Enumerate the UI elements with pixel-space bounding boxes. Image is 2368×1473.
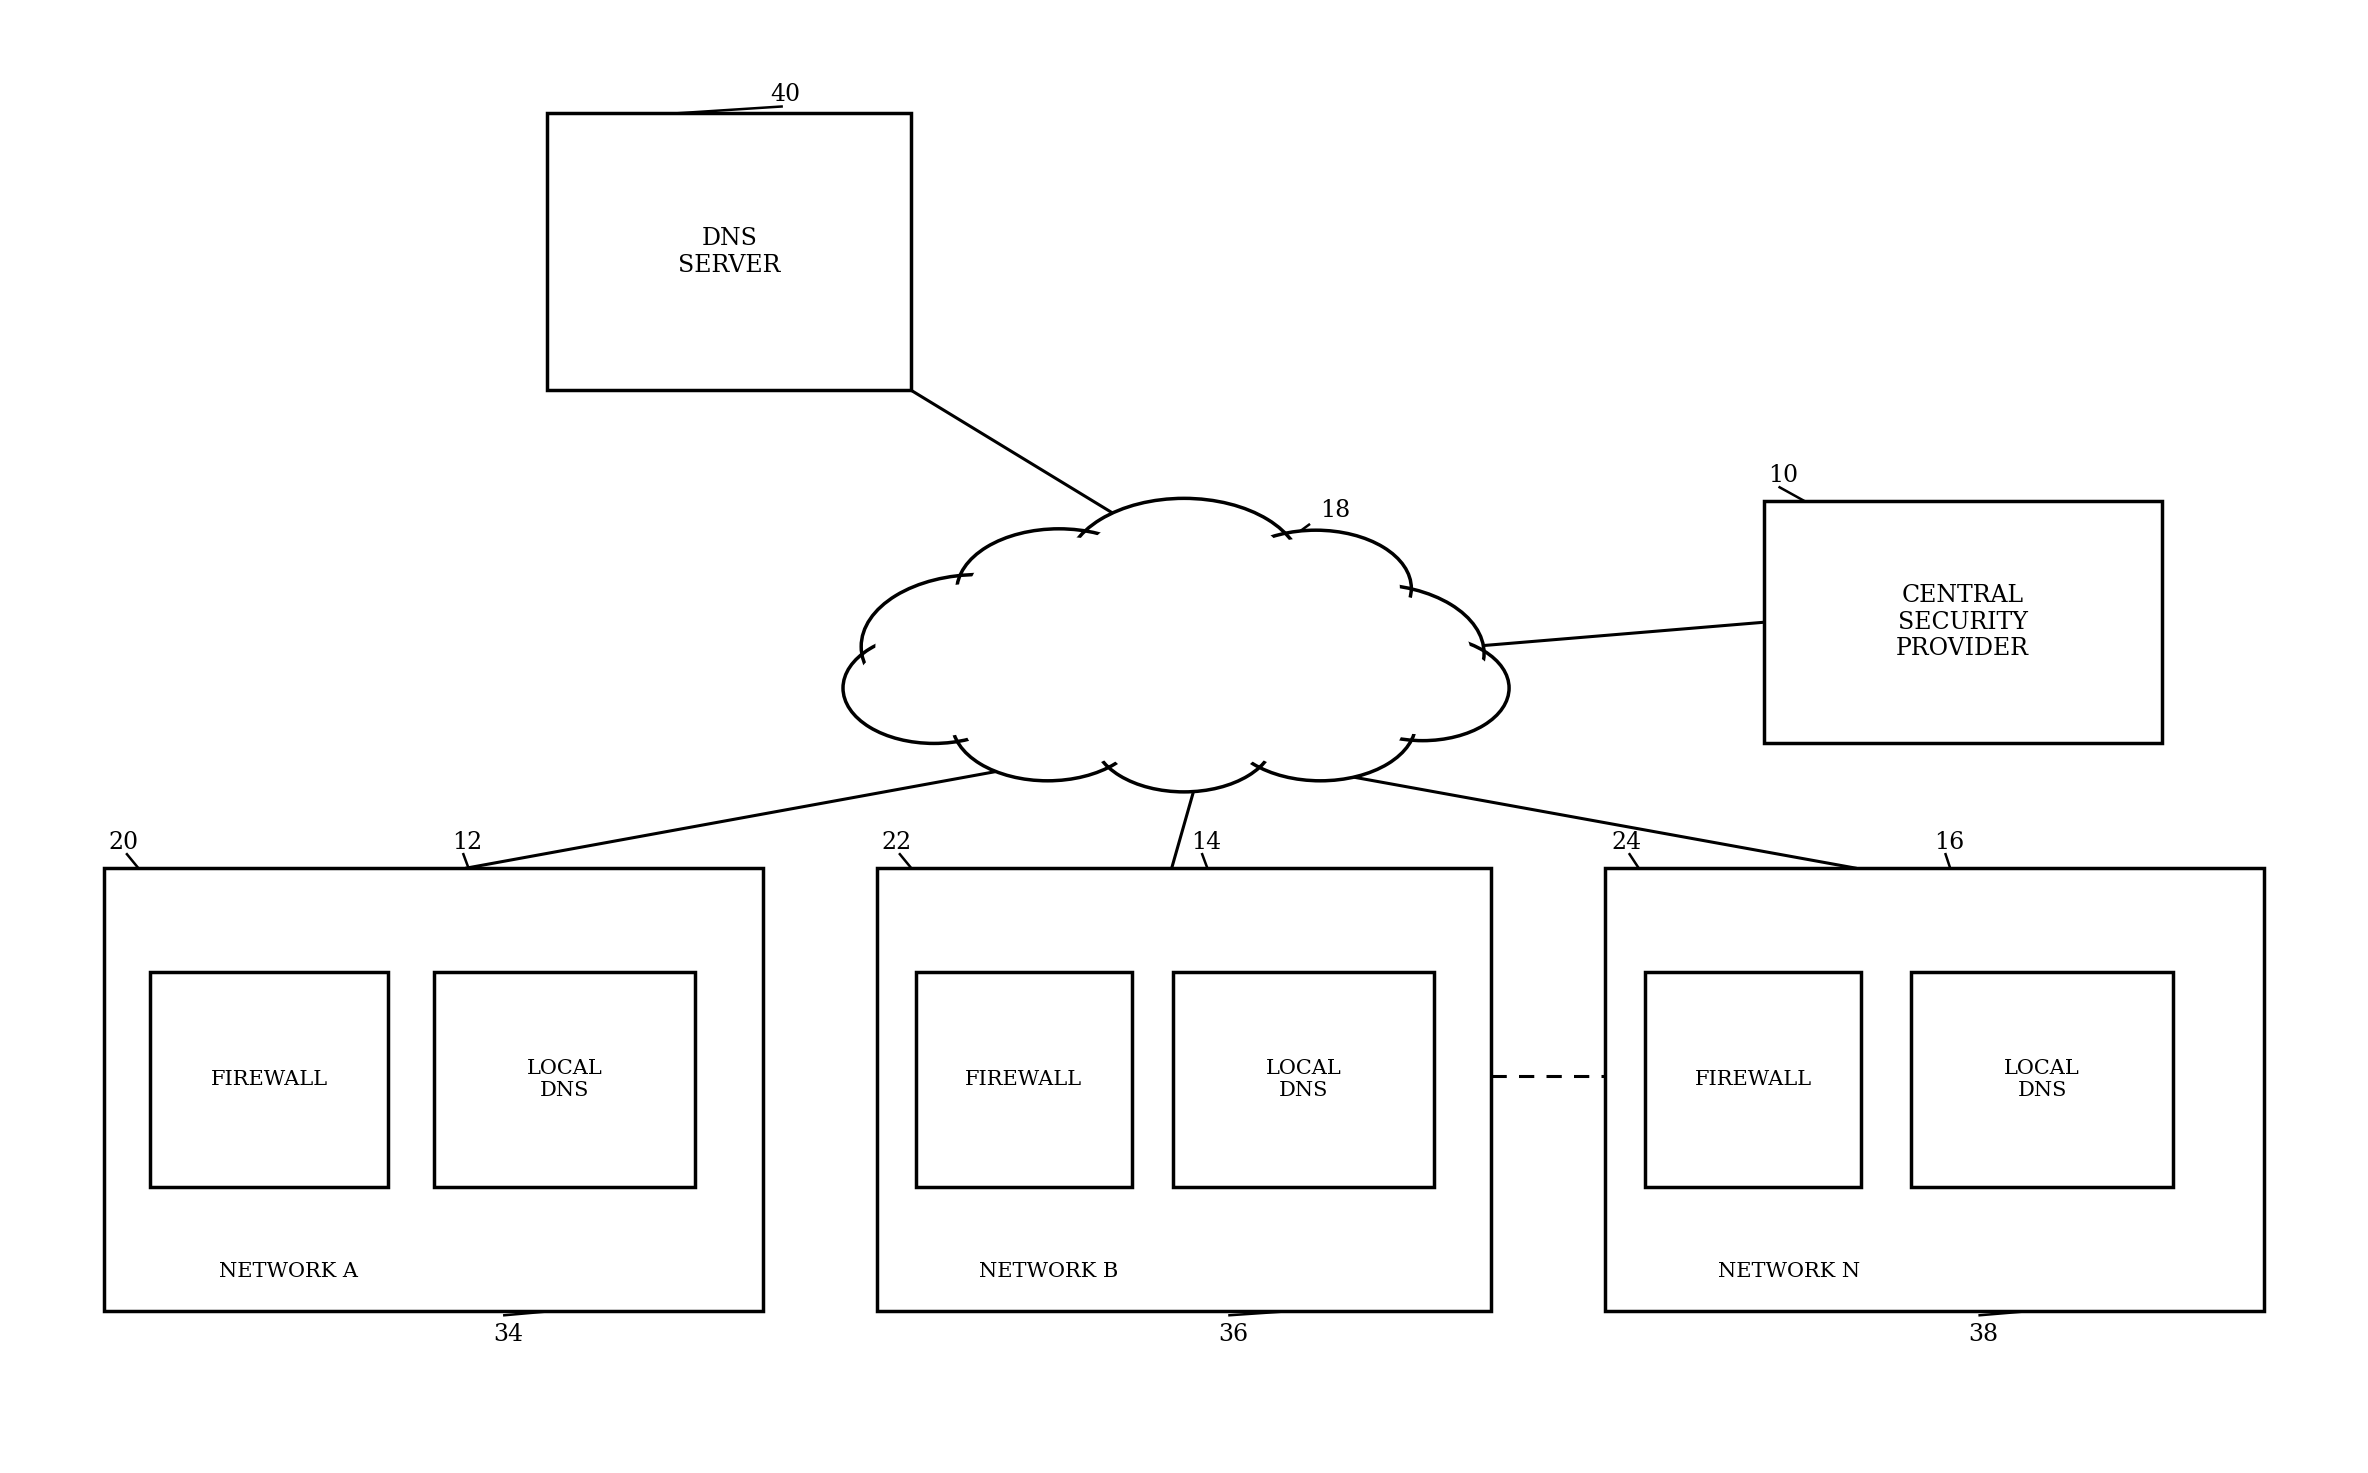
Text: 22: 22 <box>881 831 912 854</box>
FancyBboxPatch shape <box>876 868 1492 1311</box>
Text: 18: 18 <box>1321 499 1350 521</box>
Text: 40: 40 <box>770 84 800 106</box>
Text: 24: 24 <box>1610 831 1641 854</box>
Circle shape <box>1094 552 1366 719</box>
Circle shape <box>855 639 1014 736</box>
FancyBboxPatch shape <box>1172 972 1435 1187</box>
Text: INTERNET: INTERNET <box>1094 661 1253 688</box>
Text: FIREWALL: FIREWALL <box>966 1069 1082 1089</box>
Text: FIREWALL: FIREWALL <box>1695 1069 1812 1089</box>
Circle shape <box>1257 585 1485 723</box>
Text: 14: 14 <box>1191 831 1222 854</box>
Text: 36: 36 <box>1217 1323 1248 1346</box>
Circle shape <box>1231 538 1399 639</box>
Circle shape <box>1347 642 1499 735</box>
FancyBboxPatch shape <box>916 972 1132 1187</box>
Text: 38: 38 <box>1968 1323 1999 1346</box>
Circle shape <box>1224 664 1416 781</box>
Text: 10: 10 <box>1769 464 1797 488</box>
Circle shape <box>1111 563 1350 709</box>
Circle shape <box>1269 592 1471 714</box>
Circle shape <box>952 664 1144 781</box>
Circle shape <box>964 672 1132 773</box>
FancyBboxPatch shape <box>149 972 388 1187</box>
Circle shape <box>1066 498 1302 642</box>
Text: LOCAL
DNS: LOCAL DNS <box>2003 1059 2079 1100</box>
FancyBboxPatch shape <box>1911 972 2174 1187</box>
FancyBboxPatch shape <box>104 868 762 1311</box>
Circle shape <box>1080 507 1288 633</box>
Text: NETWORK B: NETWORK B <box>980 1262 1118 1280</box>
Text: 12: 12 <box>452 831 483 854</box>
Text: NETWORK A: NETWORK A <box>220 1262 358 1280</box>
Text: NETWORK N: NETWORK N <box>1719 1262 1861 1280</box>
FancyBboxPatch shape <box>433 972 696 1187</box>
Text: 16: 16 <box>1935 831 1965 854</box>
Text: DNS
SERVER: DNS SERVER <box>677 227 781 277</box>
FancyBboxPatch shape <box>1606 868 2264 1311</box>
Text: LOCAL
DNS: LOCAL DNS <box>526 1059 601 1100</box>
Text: CENTRAL
SECURITY
PROVIDER: CENTRAL SECURITY PROVIDER <box>1897 585 2029 660</box>
FancyBboxPatch shape <box>1764 501 2162 744</box>
Text: LOCAL
DNS: LOCAL DNS <box>1265 1059 1340 1100</box>
Text: 20: 20 <box>109 831 140 854</box>
Circle shape <box>876 583 1085 710</box>
Circle shape <box>1220 530 1411 647</box>
Circle shape <box>1103 688 1265 785</box>
Text: 34: 34 <box>493 1323 523 1346</box>
Circle shape <box>1336 635 1508 741</box>
Circle shape <box>969 536 1148 647</box>
Circle shape <box>1094 681 1274 792</box>
Circle shape <box>973 560 1212 706</box>
Circle shape <box>843 633 1025 744</box>
Circle shape <box>957 549 1229 716</box>
FancyBboxPatch shape <box>547 113 912 390</box>
Circle shape <box>1236 672 1404 773</box>
Text: FIREWALL: FIREWALL <box>211 1069 327 1089</box>
Circle shape <box>862 574 1099 719</box>
Circle shape <box>957 529 1160 654</box>
FancyBboxPatch shape <box>1646 972 1861 1187</box>
